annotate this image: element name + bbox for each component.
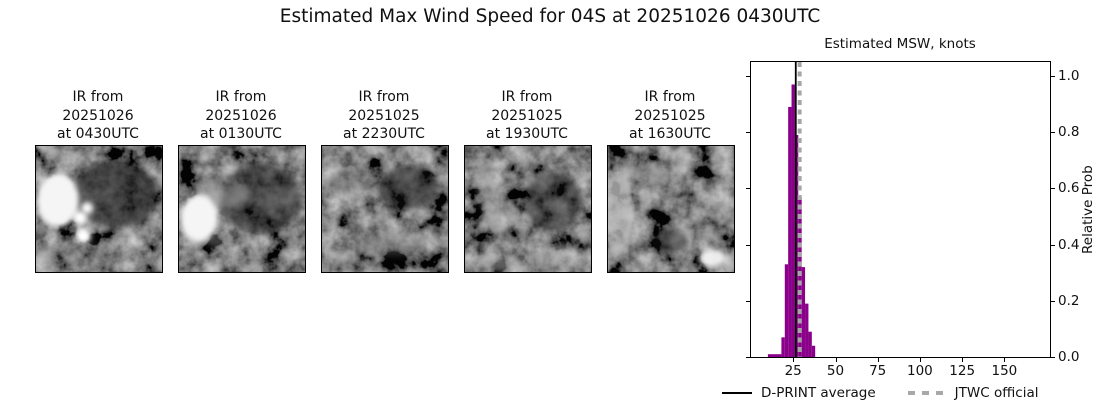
ir-caption-1-line2: 20251026 — [62, 107, 134, 124]
x-tick-mark — [835, 358, 837, 362]
histogram-title: Estimated MSW, knots — [824, 36, 976, 52]
x-tick-mark — [1004, 358, 1006, 362]
histogram-plot-area — [750, 61, 1051, 358]
ir-satellite-image-3 — [321, 145, 449, 273]
y-tick-mark-left — [746, 300, 750, 302]
y-tick-label: 0.4 — [1058, 236, 1080, 253]
y-tick-label: 0.6 — [1058, 180, 1080, 197]
histogram-bar — [808, 331, 812, 357]
y-axis-label: Relative Prob — [1080, 165, 1096, 255]
histogram-bar — [801, 267, 806, 357]
y-tick-mark-right — [1051, 188, 1055, 190]
histogram-bar — [805, 303, 809, 357]
y-tick-label: 0.8 — [1058, 124, 1080, 141]
histogram-bar — [781, 337, 785, 357]
ir-caption-5: IR from 20251025 at 1630UTC — [595, 88, 745, 144]
ir-caption-3-line3: at 2230UTC — [343, 126, 425, 142]
ir-satellite-image-1 — [35, 145, 163, 273]
ir-caption-2-line2: 20251026 — [205, 107, 277, 124]
ir-caption-4-line2: 20251025 — [491, 107, 563, 124]
y-tick-mark-right — [1051, 76, 1055, 77]
legend-label-jtwc: JTWC official — [954, 385, 1039, 401]
y-tick-label: 0.0 — [1058, 349, 1080, 365]
ir-caption-3-line1: IR from — [358, 89, 410, 105]
y-tick-mark-left — [746, 188, 750, 190]
y-tick-mark-left — [746, 244, 750, 246]
y-tick-label: 0.2 — [1058, 292, 1080, 309]
jtwc-dashed-swatch — [907, 391, 946, 395]
ir-caption-1-line1: IR from — [72, 89, 124, 105]
ir-caption-2-line3: at 0130UTC — [200, 126, 282, 142]
ir-caption-2: IR from 20251026 at 0130UTC — [166, 88, 316, 144]
histogram-bar — [811, 345, 816, 357]
y-tick-mark-right — [1051, 300, 1055, 302]
ir-caption-2-line1: IR from — [215, 89, 267, 105]
y-tick-mark-right — [1051, 244, 1055, 246]
ir-caption-3: IR from 20251025 at 2230UTC — [309, 88, 459, 144]
ir-satellite-image-2 — [178, 145, 306, 273]
y-tick-mark-left — [746, 132, 750, 134]
ir-caption-4-line1: IR from — [501, 89, 553, 105]
x-tick-label: 50 — [826, 363, 845, 379]
ir-caption-1: IR from 20251026 at 0430UTC — [23, 88, 173, 144]
legend-item-jtwc: JTWC official — [907, 385, 1039, 401]
dprint-line-swatch — [722, 392, 752, 394]
figure-title: Estimated Max Wind Speed for 04S at 2025… — [279, 6, 821, 27]
ir-satellite-image-5 — [607, 145, 735, 273]
x-tick-label: 75 — [869, 363, 887, 379]
ir-caption-1-line3: at 0430UTC — [57, 126, 139, 142]
x-tick-label: 150 — [991, 363, 1018, 379]
histogram-chart — [767, 62, 816, 357]
histogram-bar — [798, 196, 802, 357]
histogram-bar — [791, 84, 795, 357]
legend: D-PRINT average JTWC official — [722, 383, 1094, 403]
ir-caption-3-line2: 20251025 — [348, 107, 420, 124]
x-tick-label: 25 — [784, 363, 802, 379]
x-tick-mark — [877, 358, 879, 362]
y-tick-mark-right — [1051, 357, 1055, 358]
ir-caption-4: IR from 20251025 at 1930UTC — [452, 88, 602, 144]
ir-satellite-image-4 — [464, 145, 592, 273]
legend-label-dprint: D-PRINT average — [761, 385, 876, 401]
ir-caption-5-line1: IR from — [644, 89, 696, 105]
histogram-bar — [784, 264, 789, 357]
x-tick-mark — [919, 358, 921, 362]
y-tick-mark-left — [746, 357, 750, 358]
y-tick-mark-right — [1051, 132, 1055, 134]
x-tick-mark — [793, 358, 795, 362]
histogram-bar — [767, 354, 782, 357]
x-tick-mark — [962, 358, 964, 362]
legend-item-dprint: D-PRINT average — [722, 385, 876, 401]
ir-caption-5-line3: at 1630UTC — [629, 126, 711, 142]
histogram-bar — [788, 106, 792, 357]
y-tick-mark-left — [746, 76, 750, 77]
y-tick-label: 1.0 — [1058, 68, 1080, 84]
x-tick-label: 100 — [907, 363, 933, 379]
ir-caption-5-line2: 20251025 — [634, 107, 706, 124]
x-tick-label: 125 — [949, 363, 976, 379]
ir-caption-4-line3: at 1930UTC — [486, 126, 568, 142]
